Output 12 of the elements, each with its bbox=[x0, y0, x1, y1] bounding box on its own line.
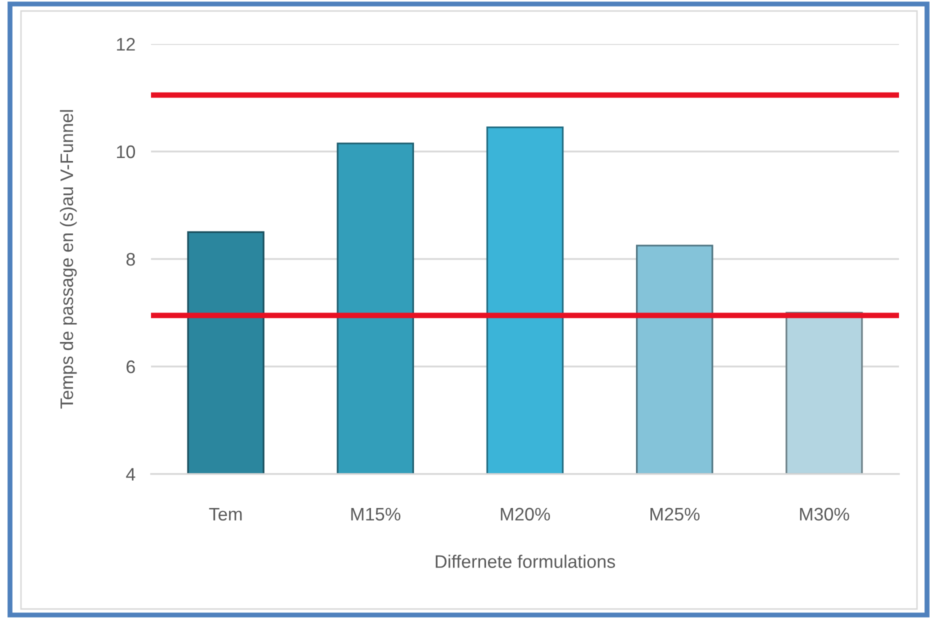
x-tick-label: M30% bbox=[800, 508, 850, 521]
y-tick-label: 4 bbox=[126, 468, 136, 481]
x-tick-label: M20% bbox=[500, 508, 550, 521]
y-tick-label: 12 bbox=[117, 38, 135, 51]
x-tick-label: M15% bbox=[351, 508, 400, 521]
y-tick-label: 8 bbox=[126, 252, 135, 266]
y-tick-label: 10 bbox=[117, 145, 136, 158]
y-tick-label: 6 bbox=[126, 360, 135, 374]
x-tick-label: M25% bbox=[650, 508, 700, 521]
x-axis-title: Differnete formulations bbox=[436, 554, 616, 568]
y-axis-title: Temps de passage en (s)au V-Funnel bbox=[60, 110, 77, 409]
x-tick-label: Tem bbox=[209, 508, 242, 521]
